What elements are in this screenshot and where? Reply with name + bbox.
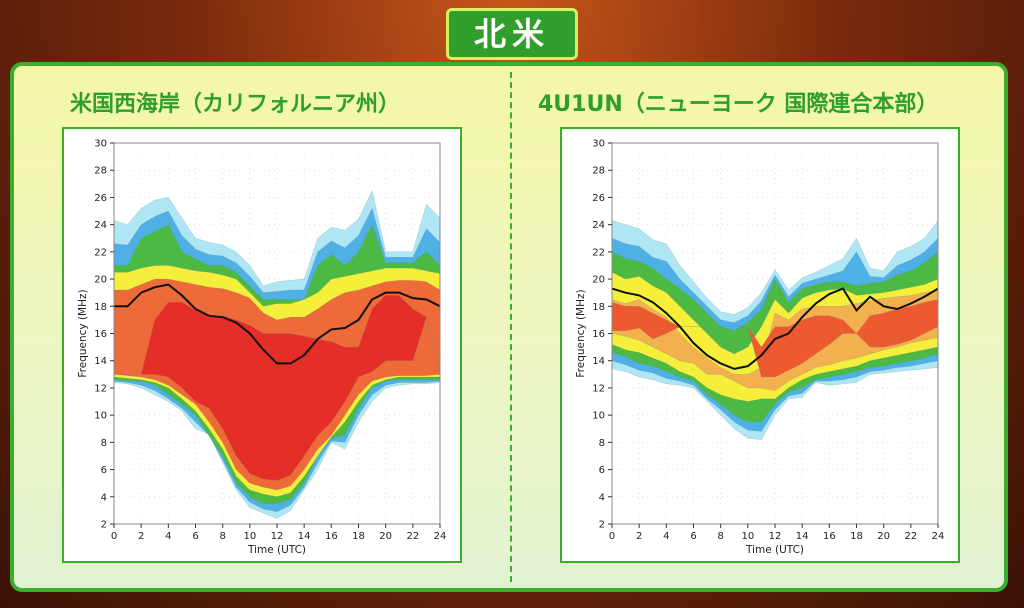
x-tick-label: 22	[904, 531, 917, 542]
x-tick-label: 0	[609, 531, 615, 542]
x-tick-label: 24	[434, 531, 447, 542]
y-tick-label: 2	[599, 520, 605, 531]
y-axis-label: Frequency (MHz)	[77, 289, 89, 377]
y-tick-label: 14	[94, 356, 107, 367]
y-tick-label: 22	[592, 247, 605, 258]
y-tick-label: 30	[592, 139, 605, 150]
x-tick-label: 4	[165, 531, 171, 542]
chart-title-4u1un: 4U1UN（ニューヨーク 国際連合本部）	[538, 92, 939, 117]
y-tick-label: 30	[94, 139, 107, 150]
y-tick-label: 18	[592, 302, 605, 313]
y-tick-label: 6	[599, 465, 605, 476]
y-tick-label: 28	[94, 166, 107, 177]
x-tick-label: 14	[796, 531, 809, 542]
x-tick-label: 6	[192, 531, 198, 542]
y-tick-label: 4	[101, 492, 107, 503]
x-tick-label: 18	[850, 531, 863, 542]
y-tick-label: 20	[592, 275, 605, 286]
y-tick-label: 22	[94, 247, 107, 258]
x-axis-label: Time (UTC)	[745, 544, 804, 556]
x-tick-label: 8	[717, 531, 723, 542]
y-tick-label: 4	[599, 492, 605, 503]
muf-line	[611, 287, 939, 370]
x-tick-label: 2	[138, 531, 144, 542]
x-tick-label: 12	[271, 531, 284, 542]
y-tick-label: 10	[592, 411, 605, 422]
x-tick-label: 16	[823, 531, 836, 542]
x-tick-label: 0	[111, 531, 117, 542]
x-tick-label: 16	[325, 531, 338, 542]
y-tick-label: 26	[592, 193, 605, 204]
x-tick-label: 8	[219, 531, 225, 542]
panel-divider	[510, 72, 512, 582]
y-tick-label: 12	[592, 383, 605, 394]
x-tick-label: 18	[352, 531, 365, 542]
y-tick-label: 10	[94, 411, 107, 422]
y-tick-label: 26	[94, 193, 107, 204]
y-tick-label: 18	[94, 302, 107, 313]
x-tick-label: 2	[636, 531, 642, 542]
x-tick-label: 22	[406, 531, 419, 542]
y-tick-label: 12	[94, 383, 107, 394]
section-title-badge: 北米	[446, 8, 578, 60]
y-tick-label: 6	[101, 465, 107, 476]
y-tick-label: 8	[101, 438, 107, 449]
muf-line	[114, 283, 441, 365]
x-tick-label: 12	[769, 531, 782, 542]
x-tick-label: 14	[298, 531, 311, 542]
x-tick-label: 10	[741, 531, 754, 542]
y-tick-label: 20	[94, 275, 107, 286]
x-tick-label: 20	[379, 531, 392, 542]
x-tick-label: 6	[690, 531, 696, 542]
y-tick-label: 24	[94, 220, 107, 231]
x-tick-label: 20	[877, 531, 890, 542]
y-tick-label: 24	[592, 220, 605, 231]
y-tick-label: 16	[94, 329, 107, 340]
chart-title-west-coast: 米国西海岸（カリフォルニア州）	[70, 92, 401, 117]
chart-4u1un: 0 2 4 6 8 10 12 14 16 18 20 22 24 2 4 6 8 10 12 14 16 18 20 22 2…	[560, 127, 960, 563]
x-tick-label: 10	[243, 531, 256, 542]
chart-west-coast: 0 2 4 6 8 10 12 14 16 18 20 22 24 2 4 6 8 10 12 14 16 18 20 22 2…	[62, 127, 462, 563]
y-tick-label: 16	[592, 329, 605, 340]
x-tick-label: 4	[663, 531, 669, 542]
y-tick-label: 28	[592, 166, 605, 177]
y-tick-label: 2	[101, 520, 107, 531]
y-axis-label: Frequency (MHz)	[575, 289, 587, 377]
y-tick-label: 14	[592, 356, 605, 367]
x-axis-label: Time (UTC)	[247, 544, 306, 556]
y-tick-label: 8	[599, 438, 605, 449]
x-tick-label: 24	[932, 531, 945, 542]
